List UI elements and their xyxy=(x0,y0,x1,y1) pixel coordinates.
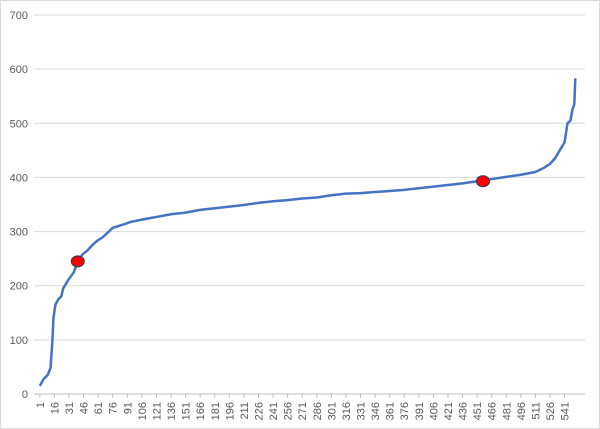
x-tick-label: 211 xyxy=(239,402,251,420)
x-tick-label: 76 xyxy=(108,402,120,414)
x-tick-label: 46 xyxy=(79,402,91,414)
x-tick-label: 406 xyxy=(428,402,440,420)
x-tick-label: 481 xyxy=(501,402,513,420)
x-tick-label: 166 xyxy=(195,402,207,420)
x-tick-label: 376 xyxy=(399,402,411,420)
y-tick-label: 600 xyxy=(10,64,28,76)
highlight-marker xyxy=(475,175,490,188)
x-tick-label: 286 xyxy=(312,402,324,420)
x-tick-label: 301 xyxy=(326,402,338,420)
x-tick-label: 61 xyxy=(93,402,105,414)
x-tick-label: 271 xyxy=(297,402,309,420)
y-tick-label: 300 xyxy=(10,227,28,239)
x-tick-label: 121 xyxy=(151,402,163,420)
highlight-marker xyxy=(70,255,85,268)
data-line xyxy=(38,78,577,387)
x-tick-label: 436 xyxy=(458,402,470,420)
x-tick-label: 136 xyxy=(166,402,178,420)
y-tick-label: 200 xyxy=(10,281,28,293)
y-tick-label: 500 xyxy=(10,118,28,130)
x-tick-label: 331 xyxy=(356,402,368,420)
x-tick-label: 541 xyxy=(560,402,572,420)
x-tick-label: 511 xyxy=(530,402,542,420)
y-tick-label: 700 xyxy=(10,10,28,22)
x-tick-label: 1 xyxy=(35,402,47,408)
x-tick-label: 391 xyxy=(414,402,426,420)
x-tick-label: 466 xyxy=(487,402,499,420)
x-tick-label: 226 xyxy=(253,402,265,420)
y-tick-label: 100 xyxy=(10,335,28,347)
x-tick-label: 316 xyxy=(341,402,353,420)
x-tick-label: 91 xyxy=(122,402,134,414)
y-tick-label: 0 xyxy=(22,389,28,401)
x-tick-label: 106 xyxy=(137,402,149,420)
x-tick-label: 181 xyxy=(210,402,222,420)
x-tick-label: 241 xyxy=(268,402,280,420)
x-tick-label: 451 xyxy=(472,402,484,420)
y-tick-label: 400 xyxy=(10,172,28,184)
x-tick-label: 151 xyxy=(181,402,193,420)
x-tick-label: 361 xyxy=(385,402,397,420)
x-tick-label: 31 xyxy=(64,402,76,414)
x-tick-label: 421 xyxy=(443,402,455,420)
x-tick-label: 16 xyxy=(49,402,61,414)
x-tick-label: 526 xyxy=(545,402,557,420)
x-tick-label: 346 xyxy=(370,402,382,420)
x-tick-label: 196 xyxy=(224,402,236,420)
x-tick-label: 496 xyxy=(516,402,528,420)
x-tick-label: 256 xyxy=(283,402,295,420)
